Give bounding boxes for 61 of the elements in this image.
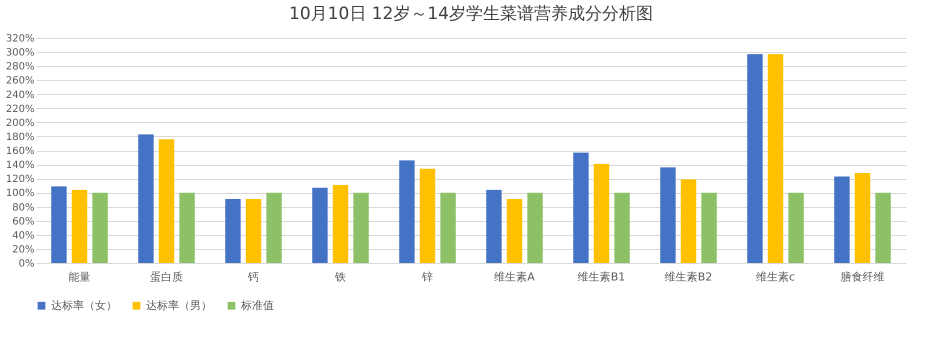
bar xyxy=(573,152,589,263)
bar xyxy=(312,188,328,263)
bar xyxy=(420,168,436,263)
y-tick-label: 120% xyxy=(6,174,34,186)
legend-label: 达标率（男） xyxy=(146,298,212,312)
bar xyxy=(834,176,850,263)
legend-label: 达标率（女） xyxy=(51,298,117,312)
x-tick-label: 铁 xyxy=(334,270,346,284)
y-tick-label: 220% xyxy=(6,104,34,115)
bar xyxy=(440,192,456,263)
y-tick-label: 200% xyxy=(6,118,34,129)
chart-title: 10月10日 12岁～14岁学生菜谱营养成分分析图 xyxy=(289,4,653,24)
bar xyxy=(701,192,717,263)
bar xyxy=(854,173,870,263)
y-tick-label: 280% xyxy=(6,62,34,73)
x-tick-label: 维生素B1 xyxy=(578,270,626,284)
y-tick-label: 240% xyxy=(6,90,34,101)
bar xyxy=(92,192,108,263)
bar xyxy=(399,160,415,263)
x-tick-label: 蛋白质 xyxy=(150,270,183,284)
y-tick-label: 320% xyxy=(6,34,34,44)
bar xyxy=(747,54,763,263)
x-tick-label: 维生素A xyxy=(494,270,536,284)
bar xyxy=(788,192,804,263)
y-tick-label: 100% xyxy=(6,188,34,200)
y-tick-label: 0% xyxy=(18,258,34,270)
y-tick-label: 80% xyxy=(12,202,34,214)
bar xyxy=(266,192,282,263)
legend-label: 标准值 xyxy=(240,298,274,312)
bar xyxy=(246,199,262,263)
bar xyxy=(72,190,88,263)
x-tick-label: 钙 xyxy=(247,270,259,284)
bar xyxy=(158,139,174,263)
y-tick-label: 160% xyxy=(6,146,34,157)
x-tick-label: 膳食纤维 xyxy=(840,270,884,284)
bar xyxy=(332,184,348,263)
y-tick-label: 140% xyxy=(6,160,34,172)
y-tick-label: 260% xyxy=(6,76,34,87)
y-tick-label: 300% xyxy=(6,48,34,59)
bar xyxy=(179,192,195,263)
bar xyxy=(486,190,502,263)
x-tick-label: 锌 xyxy=(421,270,433,284)
bar xyxy=(51,186,67,263)
bar xyxy=(660,167,676,263)
x-tick-label: 能量 xyxy=(68,270,90,284)
bar xyxy=(506,199,522,263)
x-tick-label: 维生素c xyxy=(756,270,796,284)
bar xyxy=(527,192,543,263)
y-tick-label: 180% xyxy=(6,132,34,143)
bar xyxy=(680,179,696,263)
x-tick-label: 维生素B2 xyxy=(664,270,712,284)
bar xyxy=(225,199,241,263)
bar xyxy=(614,192,630,263)
bar xyxy=(875,192,891,263)
y-tick-label: 20% xyxy=(12,244,34,256)
bar xyxy=(594,164,610,263)
bar xyxy=(138,134,154,263)
y-tick-label: 60% xyxy=(12,216,34,228)
bar xyxy=(768,54,784,263)
y-tick-label: 40% xyxy=(12,230,34,242)
bar xyxy=(353,192,369,263)
